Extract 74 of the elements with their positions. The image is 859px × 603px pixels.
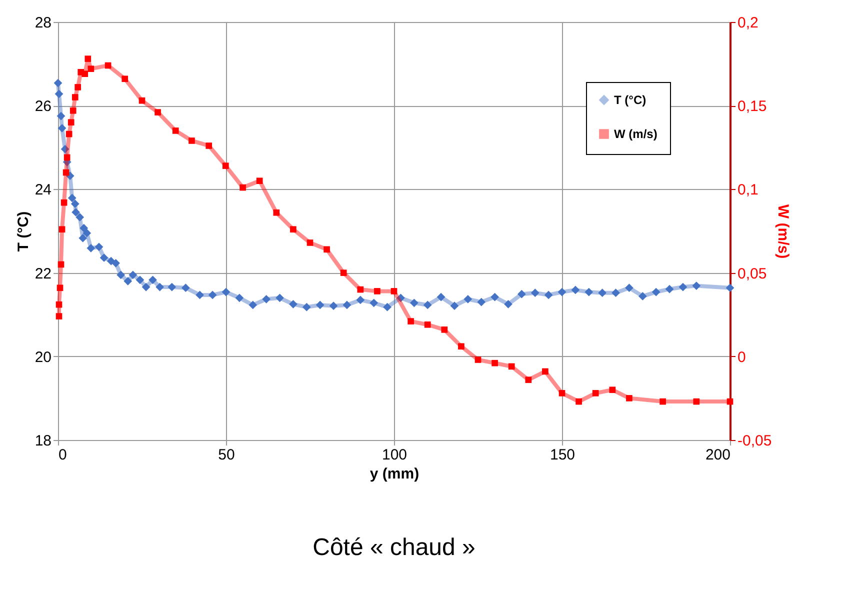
point — [290, 226, 296, 232]
point — [70, 107, 76, 114]
point — [60, 199, 68, 206]
point — [240, 184, 246, 191]
point — [726, 398, 734, 405]
point — [84, 56, 92, 62]
y2-tick-label: 0,15 — [738, 98, 767, 116]
point — [408, 318, 414, 324]
text: Côté « chaud » — [312, 534, 476, 561]
x-tick-label: 50 — [218, 446, 235, 464]
point — [576, 398, 582, 405]
point — [306, 240, 314, 246]
point — [508, 363, 515, 370]
point — [273, 209, 280, 216]
y2-tick-label: 0,1 — [738, 182, 758, 199]
point — [206, 142, 212, 149]
y-tick-label: 26 — [34, 98, 52, 116]
y2-tick-label: -0,05 — [738, 432, 772, 450]
point — [525, 376, 532, 383]
point — [374, 288, 380, 294]
point — [324, 246, 330, 253]
y-tick-label: 24 — [34, 182, 52, 199]
y-tick-label: 22 — [34, 265, 52, 282]
y2-tick-label: 0,2 — [738, 14, 758, 32]
point — [58, 226, 66, 232]
point — [256, 178, 263, 184]
point — [693, 398, 700, 405]
point — [56, 284, 64, 292]
point — [188, 138, 195, 144]
point — [492, 360, 498, 366]
point — [68, 119, 74, 126]
point — [74, 84, 81, 90]
x-axis-title: y (mm) — [370, 466, 420, 482]
point — [138, 97, 146, 104]
y-tick-label: 20 — [34, 348, 52, 366]
point — [357, 286, 364, 293]
point — [122, 76, 128, 82]
point — [458, 343, 464, 350]
point — [558, 390, 566, 396]
point — [172, 128, 179, 134]
y-tick-label: 18 — [34, 432, 52, 450]
point — [62, 169, 70, 176]
point — [56, 313, 62, 320]
point — [66, 130, 72, 138]
y2-axis-title: W (m/s) — [774, 204, 792, 259]
point — [72, 94, 78, 100]
y2-tick-label: 0,05 — [738, 265, 767, 282]
legend-label: W (m/s) — [614, 127, 658, 141]
point — [340, 270, 347, 276]
point — [609, 386, 616, 394]
point — [660, 398, 666, 405]
point — [592, 390, 599, 396]
x-tick-label: 0 — [58, 446, 67, 464]
legend-label: T (°C) — [614, 93, 646, 107]
point — [56, 301, 62, 308]
x-tick-label: 100 — [382, 446, 408, 464]
point — [626, 395, 632, 402]
x-tick-label: 200 — [705, 446, 730, 464]
point — [474, 356, 482, 363]
point — [542, 368, 548, 375]
point — [64, 154, 70, 161]
x-tick-label: 150 — [550, 446, 576, 464]
y-axis-title: T (°C) — [14, 211, 32, 252]
point — [58, 261, 64, 268]
point — [154, 109, 161, 116]
point — [222, 162, 229, 169]
point — [390, 288, 398, 294]
y-tick-label: 28 — [34, 14, 52, 32]
point — [104, 62, 112, 69]
y2-tick-label: 0 — [738, 348, 746, 366]
point — [82, 70, 88, 77]
point — [441, 326, 448, 333]
point — [424, 321, 431, 328]
point — [88, 66, 94, 72]
